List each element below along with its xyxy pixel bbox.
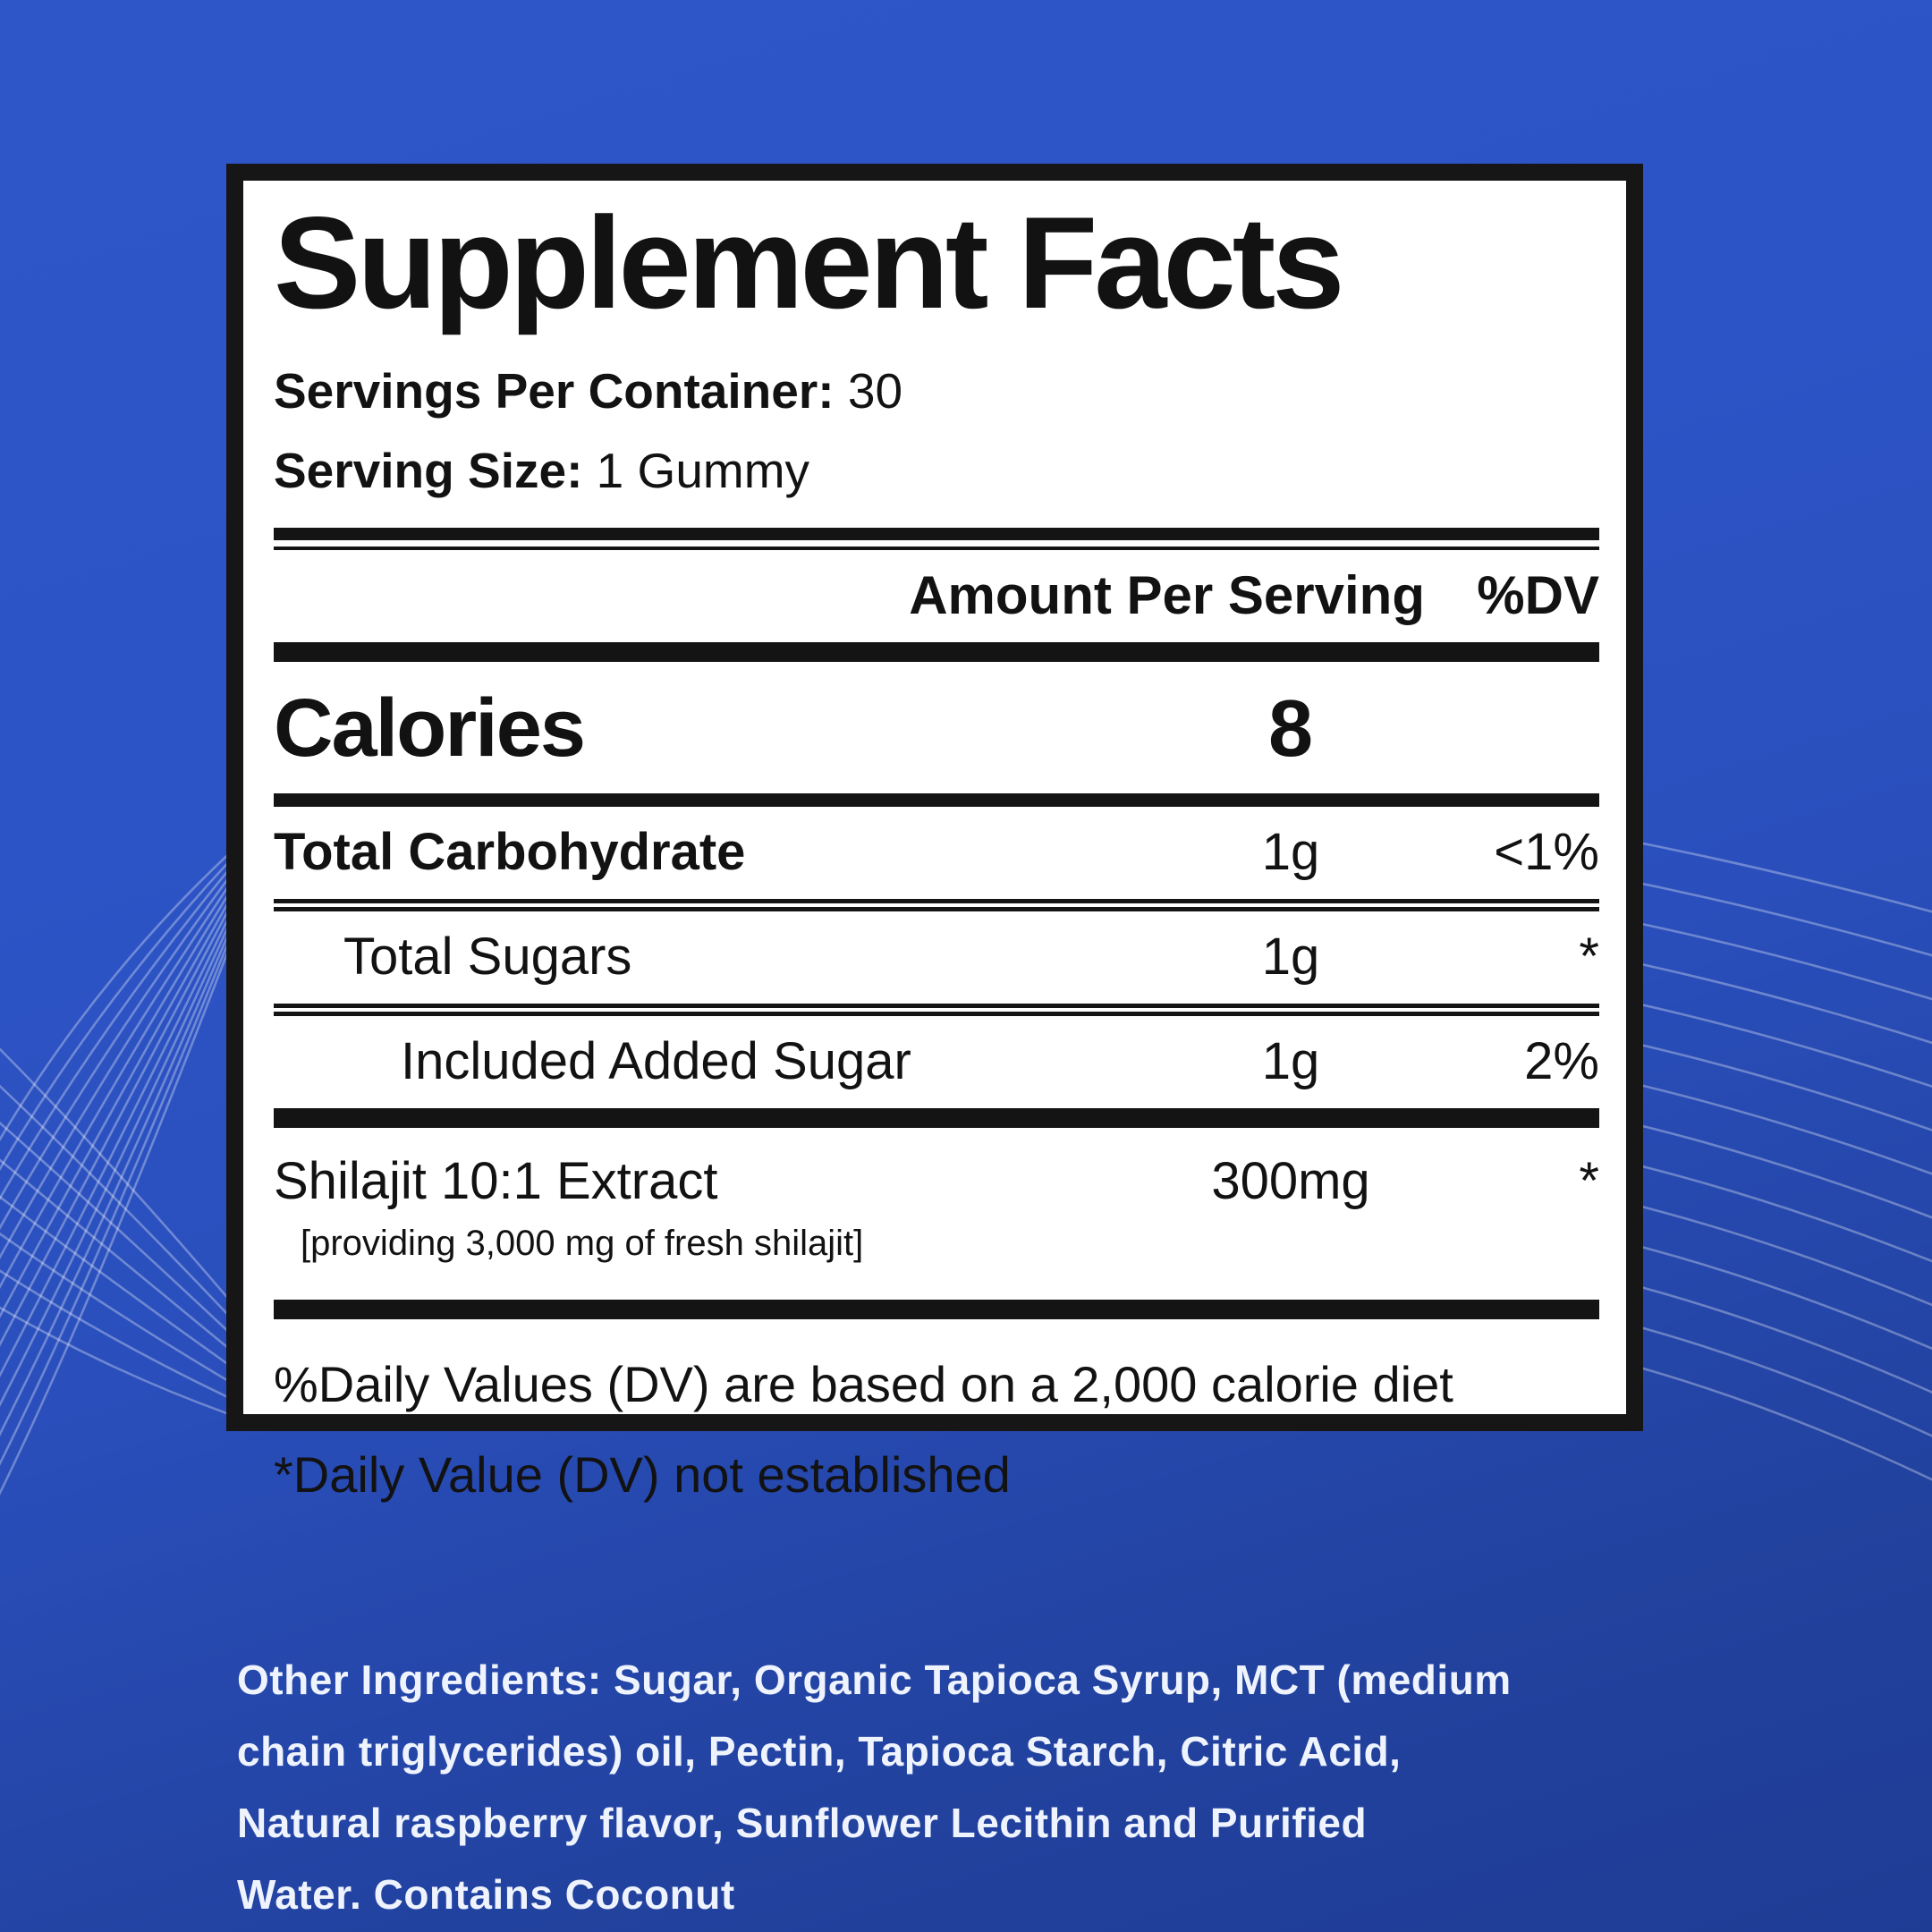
nutrient-name: Total Carbohydrate (274, 822, 746, 881)
daily-values-footnote: %Daily Values (DV) are based on a 2,000 … (274, 1355, 1453, 1412)
servings-per-container-value: 30 (847, 362, 903, 419)
nutrient-amount: 1g (1261, 927, 1320, 986)
table-row-shilajit-extract: Shilajit 10:1 Extract 300mg * (274, 1151, 1599, 1211)
nutrient-dv: <1% (1494, 822, 1599, 881)
nutrient-name: Total Sugars (343, 927, 632, 986)
rule-below-calories (274, 792, 1599, 807)
other-ingredients-line: Other Ingredients: Sugar, Organic Tapioc… (237, 1657, 1512, 1703)
nutrient-name: Included Added Sugar (401, 1031, 911, 1090)
servings-per-container-label: Servings Per Container: (274, 362, 835, 419)
calories-label: Calories (274, 682, 586, 774)
shilajit-providing-note: [providing 3,000 mg of fresh shilajit] (301, 1223, 864, 1263)
ingredient-name: Shilajit 10:1 Extract (274, 1151, 718, 1210)
rule-separator (274, 1003, 1599, 1016)
supplement-facts-title: Supplement Facts (274, 190, 1344, 335)
other-ingredients-line: chain triglycerides) oil, Pectin, Tapioc… (237, 1728, 1402, 1775)
serving-size-line: Serving Size: 1 Gummy (274, 442, 1599, 498)
table-row-total-sugars: Total Sugars 1g * (274, 911, 1599, 1004)
other-ingredients-line: Water. Contains Coconut (237, 1871, 735, 1918)
other-ingredients-line: Natural raspberry flavor, Sunflower Leci… (237, 1800, 1368, 1846)
nutrient-dv: 2% (1524, 1031, 1599, 1090)
rule-top (274, 527, 1599, 550)
dv-header: %DV (1477, 564, 1599, 625)
ingredient-dv: * (1579, 1151, 1599, 1210)
dv-not-established-footnote: *Daily Value (DV) not established (274, 1445, 1011, 1503)
other-ingredients-paragraph: Other Ingredients: Sugar, Organic Tapioc… (237, 1644, 1713, 1930)
rule-below-header (274, 641, 1599, 662)
nutrient-amount: 1g (1261, 822, 1320, 881)
amount-per-serving-header: Amount Per Serving (909, 564, 1425, 625)
rule-separator (274, 898, 1599, 911)
serving-size-value: 1 Gummy (596, 442, 810, 498)
column-header-row: Amount Per Serving %DV (274, 564, 1599, 626)
table-row-included-added-sugar: Included Added Sugar 1g 2% (274, 1016, 1599, 1108)
serving-size-label: Serving Size: (274, 442, 583, 498)
supplement-facts-panel: Supplement Facts Servings Per Container:… (226, 164, 1643, 1503)
calories-row: Calories 8 (274, 665, 1599, 793)
table-row-total-carbohydrate: Total Carbohydrate 1g <1% (274, 807, 1599, 899)
shilajit-extract-block: Shilajit 10:1 Extract 300mg * [providing… (274, 1128, 1599, 1276)
rule-below-sugars (274, 1107, 1599, 1128)
nutrient-amount: 1g (1261, 1031, 1320, 1090)
rule-above-footnotes (274, 1299, 1599, 1319)
nutrient-dv: * (1579, 927, 1599, 986)
ingredient-amount: 300mg (1211, 1151, 1370, 1210)
calories-value: 8 (1267, 683, 1314, 774)
servings-per-container-line: Servings Per Container: 30 (274, 366, 1599, 416)
